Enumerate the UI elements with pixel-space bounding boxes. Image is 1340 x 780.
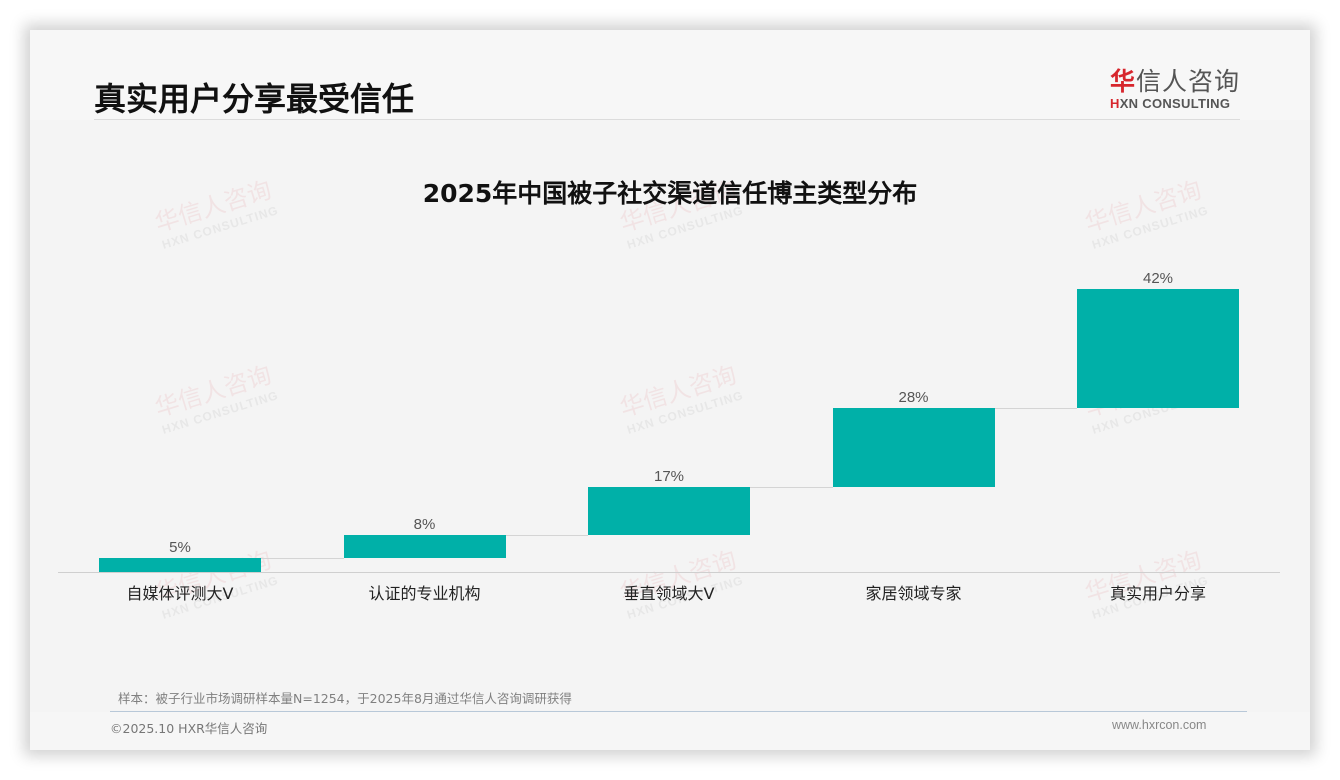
copyright-text: ©2025.10 HXR华信人咨询 (110, 721, 268, 736)
footer-divider (110, 711, 1247, 712)
bar-value-label: 5% (169, 538, 191, 556)
category-label: 自媒体评测大V (126, 584, 234, 603)
connector-line (505, 535, 588, 537)
footer-band (30, 712, 1310, 750)
slide: 真实用户分享最受信任 华信人咨询 HXN CONSULTING 华信人咨询 HXN… (30, 30, 1310, 750)
category-label: 认证的专业机构 (368, 584, 481, 603)
category-label: 家居领域专家 (865, 584, 962, 603)
bar-value-label: 28% (898, 388, 929, 406)
website-link[interactable]: www.hxrcon.com (1112, 718, 1207, 732)
logo-en: HXN CONSULTING (1110, 96, 1231, 111)
bar (99, 557, 261, 572)
waterfall-chart: 5% 自媒体评测大V 8% 认证的专业机构 17% 垂直领域大V 28% 家居领域专家 42% 真… (30, 30, 1310, 750)
bar (343, 535, 506, 558)
brand-logo: 华信人咨询 HXN CONSULTING (1110, 62, 1250, 111)
category-label: 真实用户分享 (1109, 584, 1206, 603)
connector-line (750, 487, 833, 489)
header-band (30, 30, 1310, 120)
bar (832, 407, 995, 488)
bar-value-label: 42% (1142, 270, 1174, 287)
category-label: 垂直领域大V (623, 584, 715, 603)
x-axis-line (58, 572, 1280, 573)
connector-line (261, 557, 344, 559)
page-title: 真实用户分享最受信任 (94, 80, 415, 118)
sample-note: 样本：被子行业市场调研样本量N=1254，于2025年8月通过华信人咨询调研获得 (118, 691, 572, 706)
bar (588, 487, 750, 536)
chart-title: 2025年中国被子社交渠道信任博主类型分布 (422, 179, 918, 208)
bar (1077, 289, 1239, 408)
bar-value-label: 17% (653, 468, 685, 486)
bar-value-label: 8% (413, 516, 436, 534)
connector-line (994, 407, 1077, 409)
header-divider (94, 119, 1240, 120)
logo-cn: 华信人咨询 (1110, 67, 1241, 96)
